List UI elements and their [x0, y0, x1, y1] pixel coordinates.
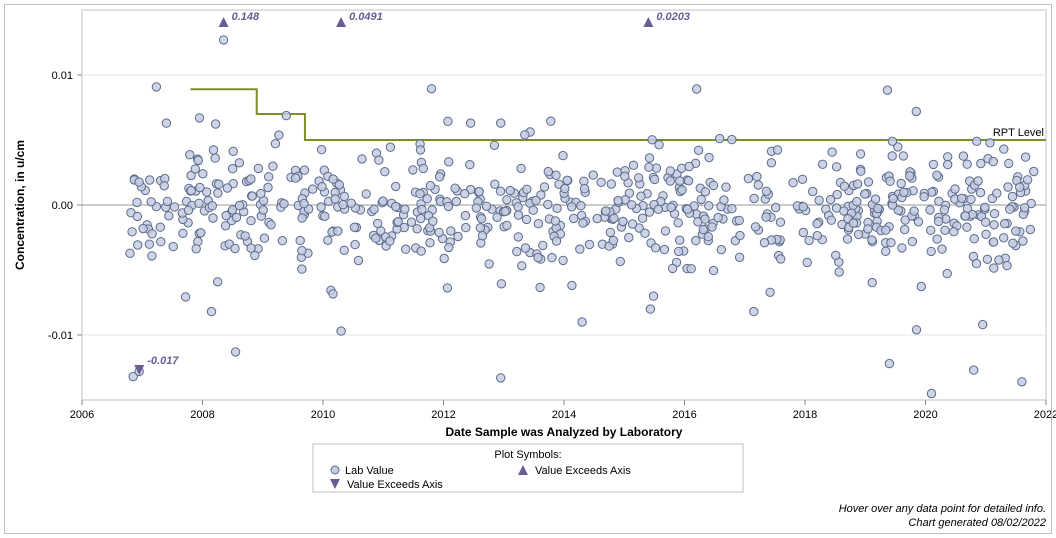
chart-container: -0.010.000.01200620082010201220142016201…: [0, 0, 1056, 538]
chart-outer-border: [4, 4, 1052, 534]
